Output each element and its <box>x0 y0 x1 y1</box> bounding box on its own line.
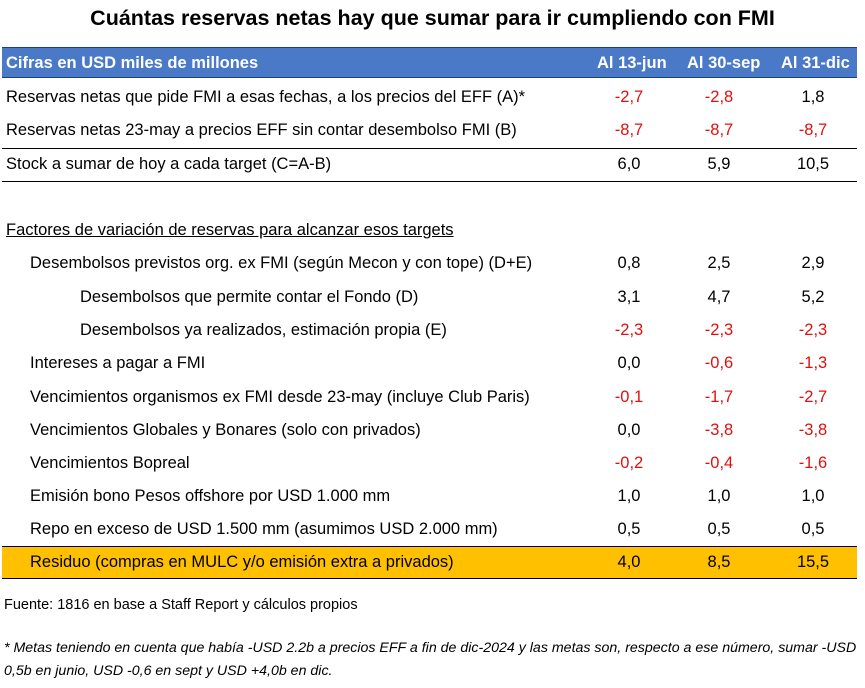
cell-value: -2,3 <box>614 321 644 339</box>
cell-value: -1,7 <box>704 388 734 406</box>
row-label: Emisión bono Pesos offshore por USD 1.00… <box>30 487 391 505</box>
cell-value: -0,1 <box>614 388 644 406</box>
cell-value: -3,8 <box>704 421 734 439</box>
table-row: Stock a sumar de hoy a cada target (C=A-… <box>2 149 857 181</box>
cell-value: 8,5 <box>707 553 731 571</box>
cell-value: -1,3 <box>798 354 828 372</box>
cell-value: 4,7 <box>707 288 731 306</box>
cell-value: 4,0 <box>617 553 641 571</box>
table-row: Desembolsos que permite contar el Fondo … <box>2 282 857 314</box>
footnote: * Metas teniendo en cuenta que había -US… <box>4 640 857 679</box>
section-heading: Factores de variación de reservas para a… <box>6 221 454 239</box>
cell-value: -2,7 <box>614 88 644 106</box>
cell-value: -8,7 <box>798 121 828 139</box>
cell-value: -2,7 <box>798 388 828 406</box>
cell-value: 5,2 <box>801 288 825 306</box>
cell-value: 0,5 <box>617 520 641 538</box>
table-row: Desembolsos ya realizados, estimación pr… <box>2 315 857 347</box>
row-label: Repo en exceso de USD 1.500 mm (asumimos… <box>30 520 498 538</box>
cell-value: 0,0 <box>617 421 641 439</box>
row-divider <box>2 181 857 182</box>
cell-value: 3,1 <box>617 288 641 306</box>
header-col-2: Al 30-sep <box>687 54 761 72</box>
row-label: Desembolsos ya realizados, estimación pr… <box>80 321 447 339</box>
source-note: Fuente: 1816 en base a Staff Report y cá… <box>4 597 358 613</box>
table-row: Reservas netas que pide FMI a esas fecha… <box>2 82 857 114</box>
table-row: Vencimientos organismos ex FMI desde 23-… <box>2 382 857 414</box>
cell-value: 1,0 <box>617 487 641 505</box>
cell-value: 0,5 <box>801 520 825 538</box>
table-row: Emisión bono Pesos offshore por USD 1.00… <box>2 481 857 513</box>
cell-value: -0,4 <box>704 454 734 472</box>
chart-title: Cuántas reservas netas hay que sumar par… <box>90 6 775 30</box>
header-col-1: Al 13-jun <box>597 54 667 72</box>
cell-value: 0,0 <box>617 354 641 372</box>
cell-value: -0,6 <box>704 354 734 372</box>
header-col-3: Al 31-dic <box>781 54 850 72</box>
cell-value: 6,0 <box>617 155 641 173</box>
cell-value: -2,3 <box>798 321 828 339</box>
cell-value: 2,5 <box>707 254 731 272</box>
row-label: Reservas netas 23-may a precios EFF sin … <box>6 121 517 139</box>
row-label: Intereses a pagar a FMI <box>30 354 206 372</box>
row-label: Vencimientos Globales y Bonares (solo co… <box>30 421 421 439</box>
cell-value: 1,8 <box>801 88 825 106</box>
cell-value: -3,8 <box>798 421 828 439</box>
cell-value: 2,9 <box>801 254 825 272</box>
row-label: Desembolsos que permite contar el Fondo … <box>80 288 419 306</box>
table-header: Cifras en USD miles de millones Al 13-ju… <box>2 47 857 78</box>
header-units-label: Cifras en USD miles de millones <box>6 54 259 72</box>
section-heading-row: Factores de variación de reservas para a… <box>2 215 857 247</box>
table-row: Intereses a pagar a FMI 0,0 -0,6 -1,3 <box>2 348 857 380</box>
table-row: Desembolsos previstos org. ex FMI (según… <box>2 248 857 280</box>
row-divider <box>2 148 857 149</box>
cell-value: 15,5 <box>796 553 830 571</box>
cell-value: -1,6 <box>798 454 828 472</box>
cell-value: -2,3 <box>704 321 734 339</box>
row-label: Residuo (compras en MULC y/o emisión ext… <box>30 553 454 571</box>
row-label: Vencimientos organismos ex FMI desde 23-… <box>30 388 530 406</box>
cell-value: 0,8 <box>617 254 641 272</box>
cell-value: -2,8 <box>704 88 734 106</box>
row-label: Vencimientos Bopreal <box>30 454 190 472</box>
cell-value: -0,2 <box>614 454 644 472</box>
cell-value: 10,5 <box>796 155 830 173</box>
cell-value: -8,7 <box>704 121 734 139</box>
table-row: Vencimientos Globales y Bonares (solo co… <box>2 415 857 447</box>
row-label: Stock a sumar de hoy a cada target (C=A-… <box>6 155 332 173</box>
table-row: Repo en exceso de USD 1.500 mm (asumimos… <box>2 514 857 546</box>
table-row: Vencimientos Bopreal -0,2 -0,4 -1,6 <box>2 448 857 480</box>
residual-row: Residuo (compras en MULC y/o emisión ext… <box>2 546 857 579</box>
row-label: Reservas netas que pide FMI a esas fecha… <box>6 88 526 106</box>
cell-value: 1,0 <box>801 487 825 505</box>
cell-value: 0,5 <box>707 520 731 538</box>
row-label: Desembolsos previstos org. ex FMI (según… <box>30 254 533 272</box>
cell-value: -8,7 <box>614 121 644 139</box>
table-row: Reservas netas 23-may a precios EFF sin … <box>2 115 857 147</box>
cell-value: 5,9 <box>707 155 731 173</box>
cell-value: 1,0 <box>707 487 731 505</box>
